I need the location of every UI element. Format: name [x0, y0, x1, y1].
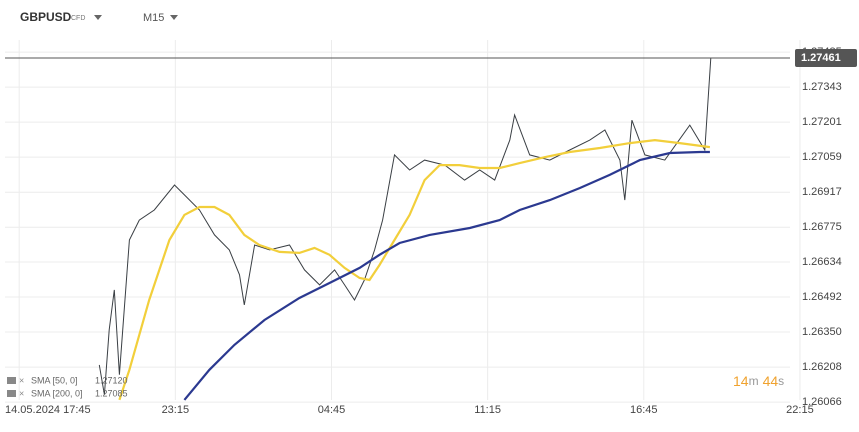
x-tick-label: 14.05.2024 17:45 [5, 404, 91, 416]
y-tick-label: 1.27343 [802, 81, 842, 93]
minutes: 14 [733, 373, 749, 389]
x-tick-label: 16:45 [630, 404, 658, 416]
x-tick-label: 22:15 [786, 404, 814, 416]
legend-value: 1.27120 [95, 375, 128, 385]
y-tick-label: 1.26208 [802, 361, 842, 373]
y-tick-label: 1.26066 [802, 396, 842, 408]
legend-close: × [19, 388, 24, 398]
unit: m [749, 374, 759, 388]
y-tick-label: 1.27201 [802, 116, 842, 128]
dropdown-arrow[interactable] [94, 15, 102, 20]
dropdown-arrow[interactable] [170, 15, 178, 20]
current-price-box [795, 49, 857, 68]
interval[interactable]: M15 [143, 12, 164, 24]
y-tick-label: 1.26917 [802, 186, 842, 198]
y-tick-label: 1.26634 [802, 256, 842, 268]
line [118, 138, 711, 401]
x-tick-label: 23:15 [162, 404, 190, 416]
unit: s [778, 374, 784, 388]
seconds: 44 [763, 373, 779, 389]
y-tick-label: 1.26492 [802, 291, 842, 303]
symbol-kind: CFD [71, 15, 85, 22]
legend-icon[interactable] [7, 390, 16, 397]
legend-close: × [19, 375, 24, 385]
x-tick-label: 11:15 [474, 404, 501, 416]
legend: × SMA [50, 0] 1.27120 × SMA [200, 0] 1.27085 [7, 375, 128, 398]
x-tick-label: 04:45 [318, 404, 346, 416]
y-tick-label: 1.26775 [802, 221, 842, 233]
y-tick-label: 1.26350 [802, 326, 842, 338]
symbol[interactable]: GBPUSD [20, 10, 72, 24]
line [183, 150, 710, 401]
legend-name: SMA [200, 0] [31, 388, 83, 398]
line [98, 57, 712, 395]
current-price-label: 1.27461 [801, 52, 841, 64]
legend-name: SMA [50, 0] [31, 375, 78, 385]
countdown: 14m 44s [733, 373, 784, 389]
legend-icon[interactable] [7, 377, 16, 384]
legend-value: 1.27085 [95, 388, 128, 398]
y-tick-label: 1.27059 [802, 151, 842, 163]
